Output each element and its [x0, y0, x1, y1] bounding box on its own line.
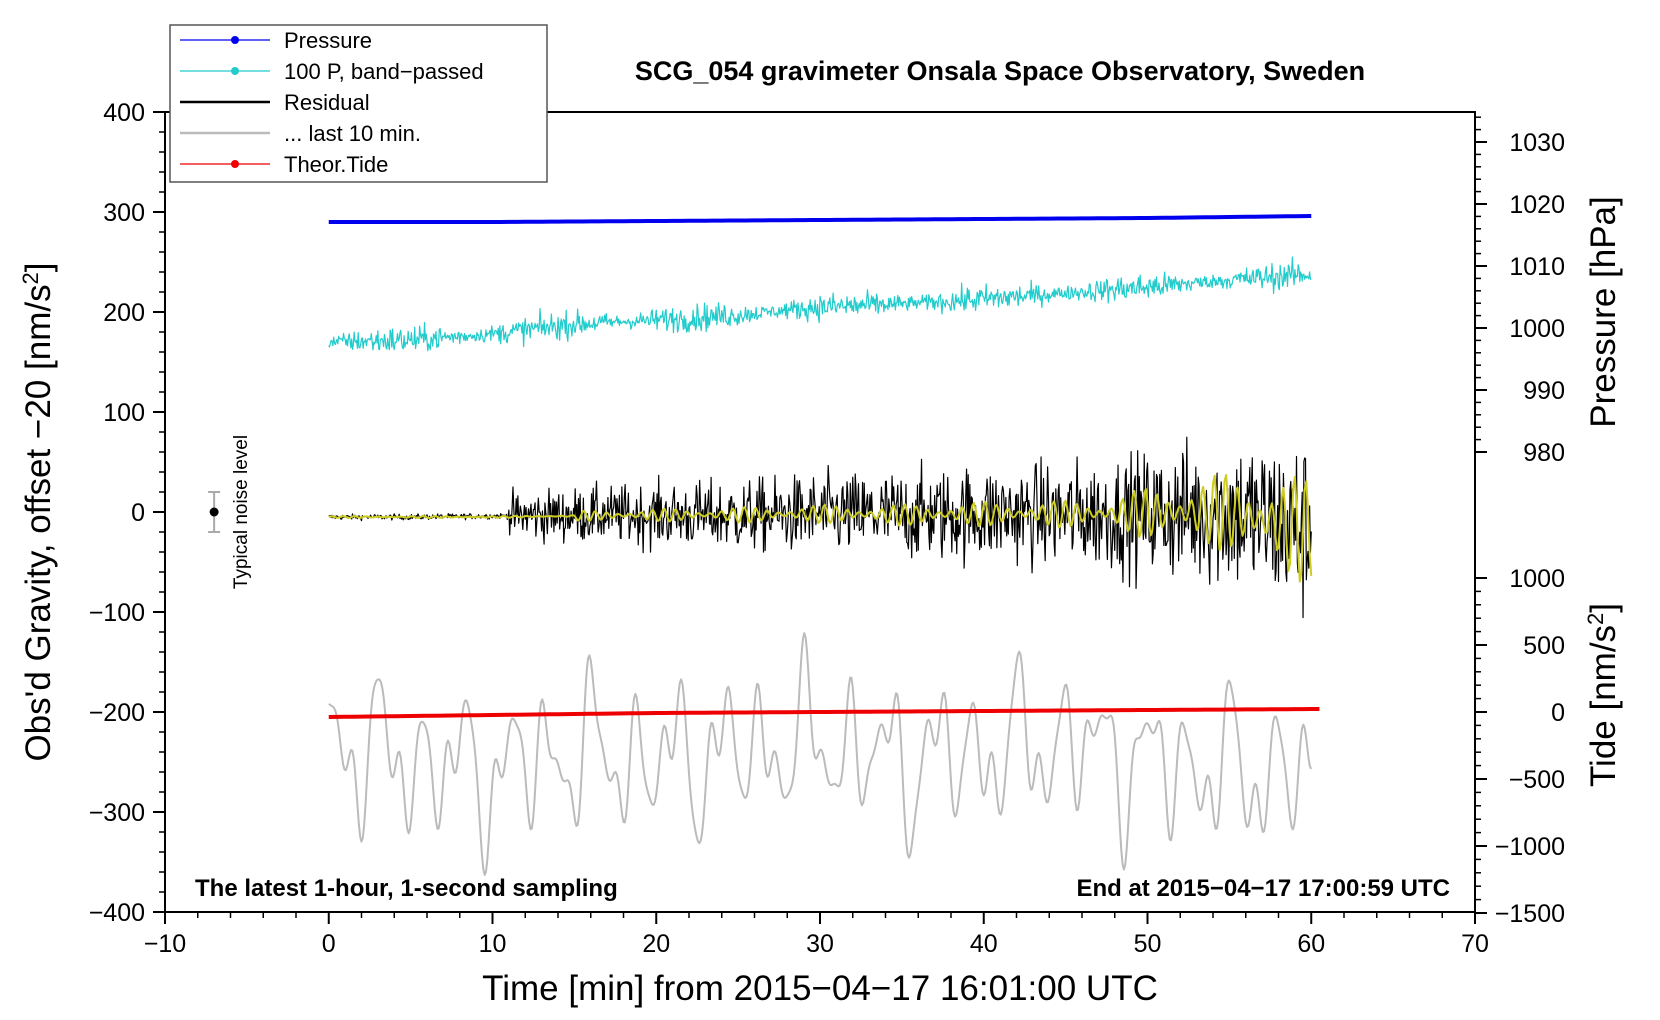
series-pressure — [328, 214, 1312, 224]
x-tick-label: 10 — [479, 930, 507, 958]
y-tick-label: 0 — [131, 499, 145, 527]
pressure-tick-label: 1000 — [1509, 315, 1565, 343]
y-axis-left-label-tail: ] — [19, 262, 58, 272]
y-tick-label: 200 — [103, 299, 145, 327]
y-axis-left: 400 300 200 100 0 −100 −200 −300 −400 — [89, 99, 165, 927]
y-tick-label: 400 — [103, 99, 145, 127]
legend-label: ... last 10 min. — [284, 121, 421, 146]
x-tick-label: 30 — [806, 930, 834, 958]
y-tick-label: −400 — [89, 899, 145, 927]
legend-label: Theor.Tide — [284, 152, 388, 177]
y-tick-label: −100 — [89, 599, 145, 627]
pressure-tick-label: 1030 — [1509, 129, 1565, 157]
x-tick-label: 0 — [322, 930, 336, 958]
series-pressure-bandpassed — [328, 256, 1312, 352]
x-axis: −10 0 10 20 30 40 50 60 70 — [144, 912, 1489, 958]
x-tick-label: 60 — [1297, 930, 1325, 958]
y-axis-tide-label-tail: ] — [1584, 603, 1623, 613]
y-tick-label: −300 — [89, 799, 145, 827]
pressure-tick-label: 990 — [1523, 377, 1565, 405]
y-tick-label: −200 — [89, 699, 145, 727]
noise-bar-center-dot — [209, 507, 219, 517]
noise-level-label: Typical noise level — [231, 435, 252, 589]
chart-title: SCG_054 gravimeter Onsala Space Observat… — [635, 56, 1365, 86]
series-residual-smoothed — [328, 474, 1313, 583]
y-axis-tide-label-main: Tide [nm/s — [1584, 625, 1623, 787]
legend-marker — [231, 36, 239, 44]
y-tick-label: 300 — [103, 199, 145, 227]
x-tick-label: 40 — [970, 930, 998, 958]
legend-label: Pressure — [284, 28, 372, 53]
series-theoretical-tide — [328, 707, 1320, 719]
tide-tick-label: 500 — [1523, 632, 1565, 660]
pressure-tick-label: 1020 — [1509, 191, 1565, 219]
tide-tick-label: −1000 — [1495, 833, 1565, 861]
pressure-tick-label: 980 — [1523, 439, 1565, 467]
series-layer — [328, 214, 1320, 876]
y-axis-pressure-label: Pressure [hPa] — [1584, 196, 1623, 428]
tide-tick-label: −1500 — [1495, 900, 1565, 928]
y-tick-label: 100 — [103, 399, 145, 427]
pressure-tick-label: 1010 — [1509, 253, 1565, 281]
annotation-end-time: End at 2015−04−17 17:00:59 UTC — [1076, 875, 1450, 902]
legend-box — [169, 24, 548, 183]
annotation-sampling: The latest 1-hour, 1-second sampling — [195, 875, 618, 902]
legend: Pressure 100 P, band−passed Residual ... la… — [169, 24, 548, 183]
x-tick-label: 50 — [1134, 930, 1162, 958]
y-axis-tide-label-sup: 2 — [1583, 613, 1608, 625]
series-last-10-min — [328, 632, 1313, 876]
x-tick-label: −10 — [144, 930, 186, 958]
y-axis-left-label-main: Obs'd Gravity, offset −20 [nm/s — [19, 284, 58, 761]
y-axis-left-label: Obs'd Gravity, offset −20 [nm/s2] — [18, 262, 59, 761]
x-tick-label: 20 — [642, 930, 670, 958]
y-axis-pressure: 1030 1020 1010 1000 990 980 — [1475, 116, 1565, 467]
legend-label: 100 P, band−passed — [284, 59, 484, 84]
tide-tick-label: 1000 — [1509, 565, 1565, 593]
legend-label: Residual — [284, 90, 370, 115]
y-axis-tide-label: Tide [nm/s2] — [1583, 603, 1624, 787]
noise-level-indicator — [208, 491, 221, 533]
tide-tick-label: −500 — [1509, 766, 1565, 794]
legend-marker — [231, 67, 239, 75]
legend-marker — [231, 160, 239, 168]
series-residual — [328, 436, 1312, 619]
y-axis-left-label-sup: 2 — [18, 272, 43, 284]
y-axis-tide: 1000 500 0 −500 −1000 −1500 — [1475, 565, 1565, 928]
x-axis-label: Time [min] from 2015−04−17 16:01:00 UTC — [482, 969, 1158, 1008]
x-tick-label: 70 — [1461, 930, 1489, 958]
tide-tick-label: 0 — [1551, 699, 1565, 727]
